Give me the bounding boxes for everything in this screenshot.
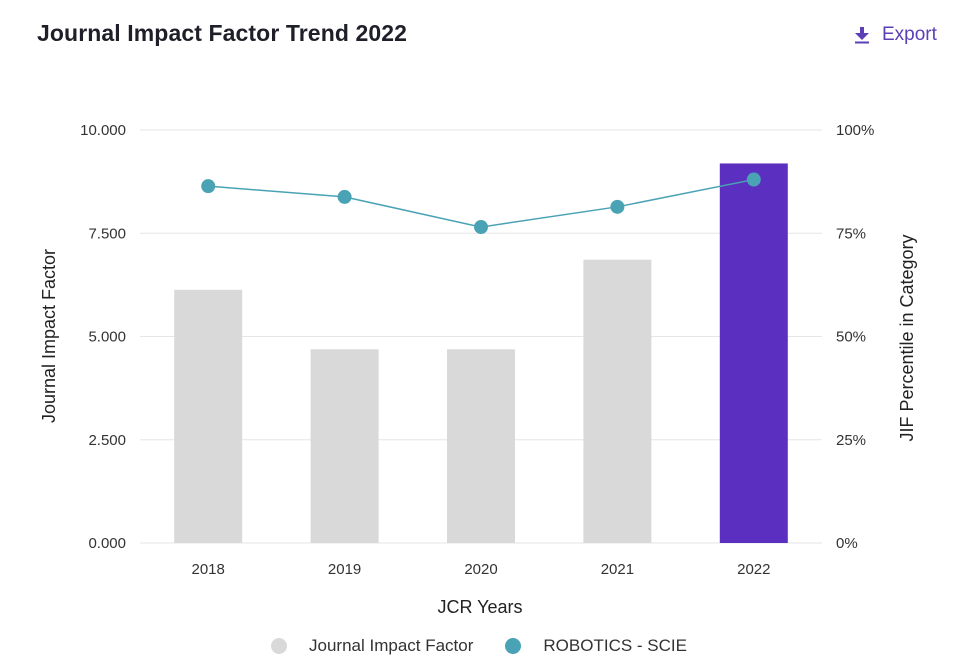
- y2-tick-label: 100%: [836, 122, 874, 139]
- y-tick-label: 2.500: [88, 432, 126, 449]
- x-tick-label: 2022: [737, 561, 770, 578]
- export-button[interactable]: Export: [854, 24, 937, 46]
- y-tick-label: 7.500: [88, 225, 126, 242]
- legend-item-jif[interactable]: Journal Impact Factor: [271, 636, 473, 656]
- bar-2021[interactable]: [583, 259, 652, 543]
- line-point-2020[interactable]: [474, 220, 488, 235]
- line-point-2022[interactable]: [746, 172, 761, 187]
- line-point-2019[interactable]: [337, 189, 352, 204]
- bar-2018[interactable]: [174, 289, 243, 543]
- legend-item-category[interactable]: ROBOTICS - SCIE: [505, 636, 687, 656]
- y2-tick-label: 75%: [836, 225, 866, 242]
- legend-dot-jif: [271, 638, 287, 654]
- x-tick-label: 2018: [192, 561, 225, 578]
- x-tick-label: 2019: [328, 561, 361, 578]
- legend-label-category: ROBOTICS - SCIE: [543, 636, 687, 655]
- y2-axis-title: JIF Percentile in Category: [897, 234, 917, 441]
- y2-tick-label: 25%: [836, 432, 866, 449]
- download-icon: [854, 26, 870, 44]
- x-tick-label: 2021: [601, 561, 634, 578]
- y-axis-title: Journal Impact Factor: [39, 249, 59, 423]
- legend-dot-category: [505, 638, 522, 654]
- export-label: Export: [882, 24, 937, 45]
- legend-label-jif: Journal Impact Factor: [309, 636, 474, 655]
- y-axis-right-ticks: 0% 25% 50% 75% 100%: [836, 122, 874, 552]
- x-axis-ticks: 2018 2019 2020 2021 2022: [192, 561, 771, 578]
- bar-2020[interactable]: [447, 349, 515, 543]
- y-axis-left-ticks: 0.000 2.500 5.000 7.500 10.000: [80, 122, 126, 552]
- bar-2022[interactable]: [719, 163, 788, 543]
- chart-title: Journal Impact Factor Trend 2022: [37, 20, 408, 46]
- y-tick-label: 10.000: [80, 122, 126, 139]
- x-axis-title: JCR Years: [437, 597, 522, 617]
- bar-2019[interactable]: [310, 349, 379, 543]
- y-tick-label: 0.000: [88, 535, 126, 552]
- y-tick-label: 5.000: [88, 329, 126, 346]
- y2-tick-label: 50%: [836, 329, 866, 346]
- line-path: [208, 178, 754, 228]
- bars: [174, 163, 788, 543]
- y2-tick-label: 0%: [836, 535, 858, 552]
- legend: Journal Impact Factor ROBOTICS - SCIE: [0, 636, 958, 656]
- percentile-line: [201, 172, 761, 235]
- x-tick-label: 2020: [464, 561, 497, 578]
- line-point-2021[interactable]: [610, 199, 625, 214]
- line-point-2018[interactable]: [201, 179, 216, 194]
